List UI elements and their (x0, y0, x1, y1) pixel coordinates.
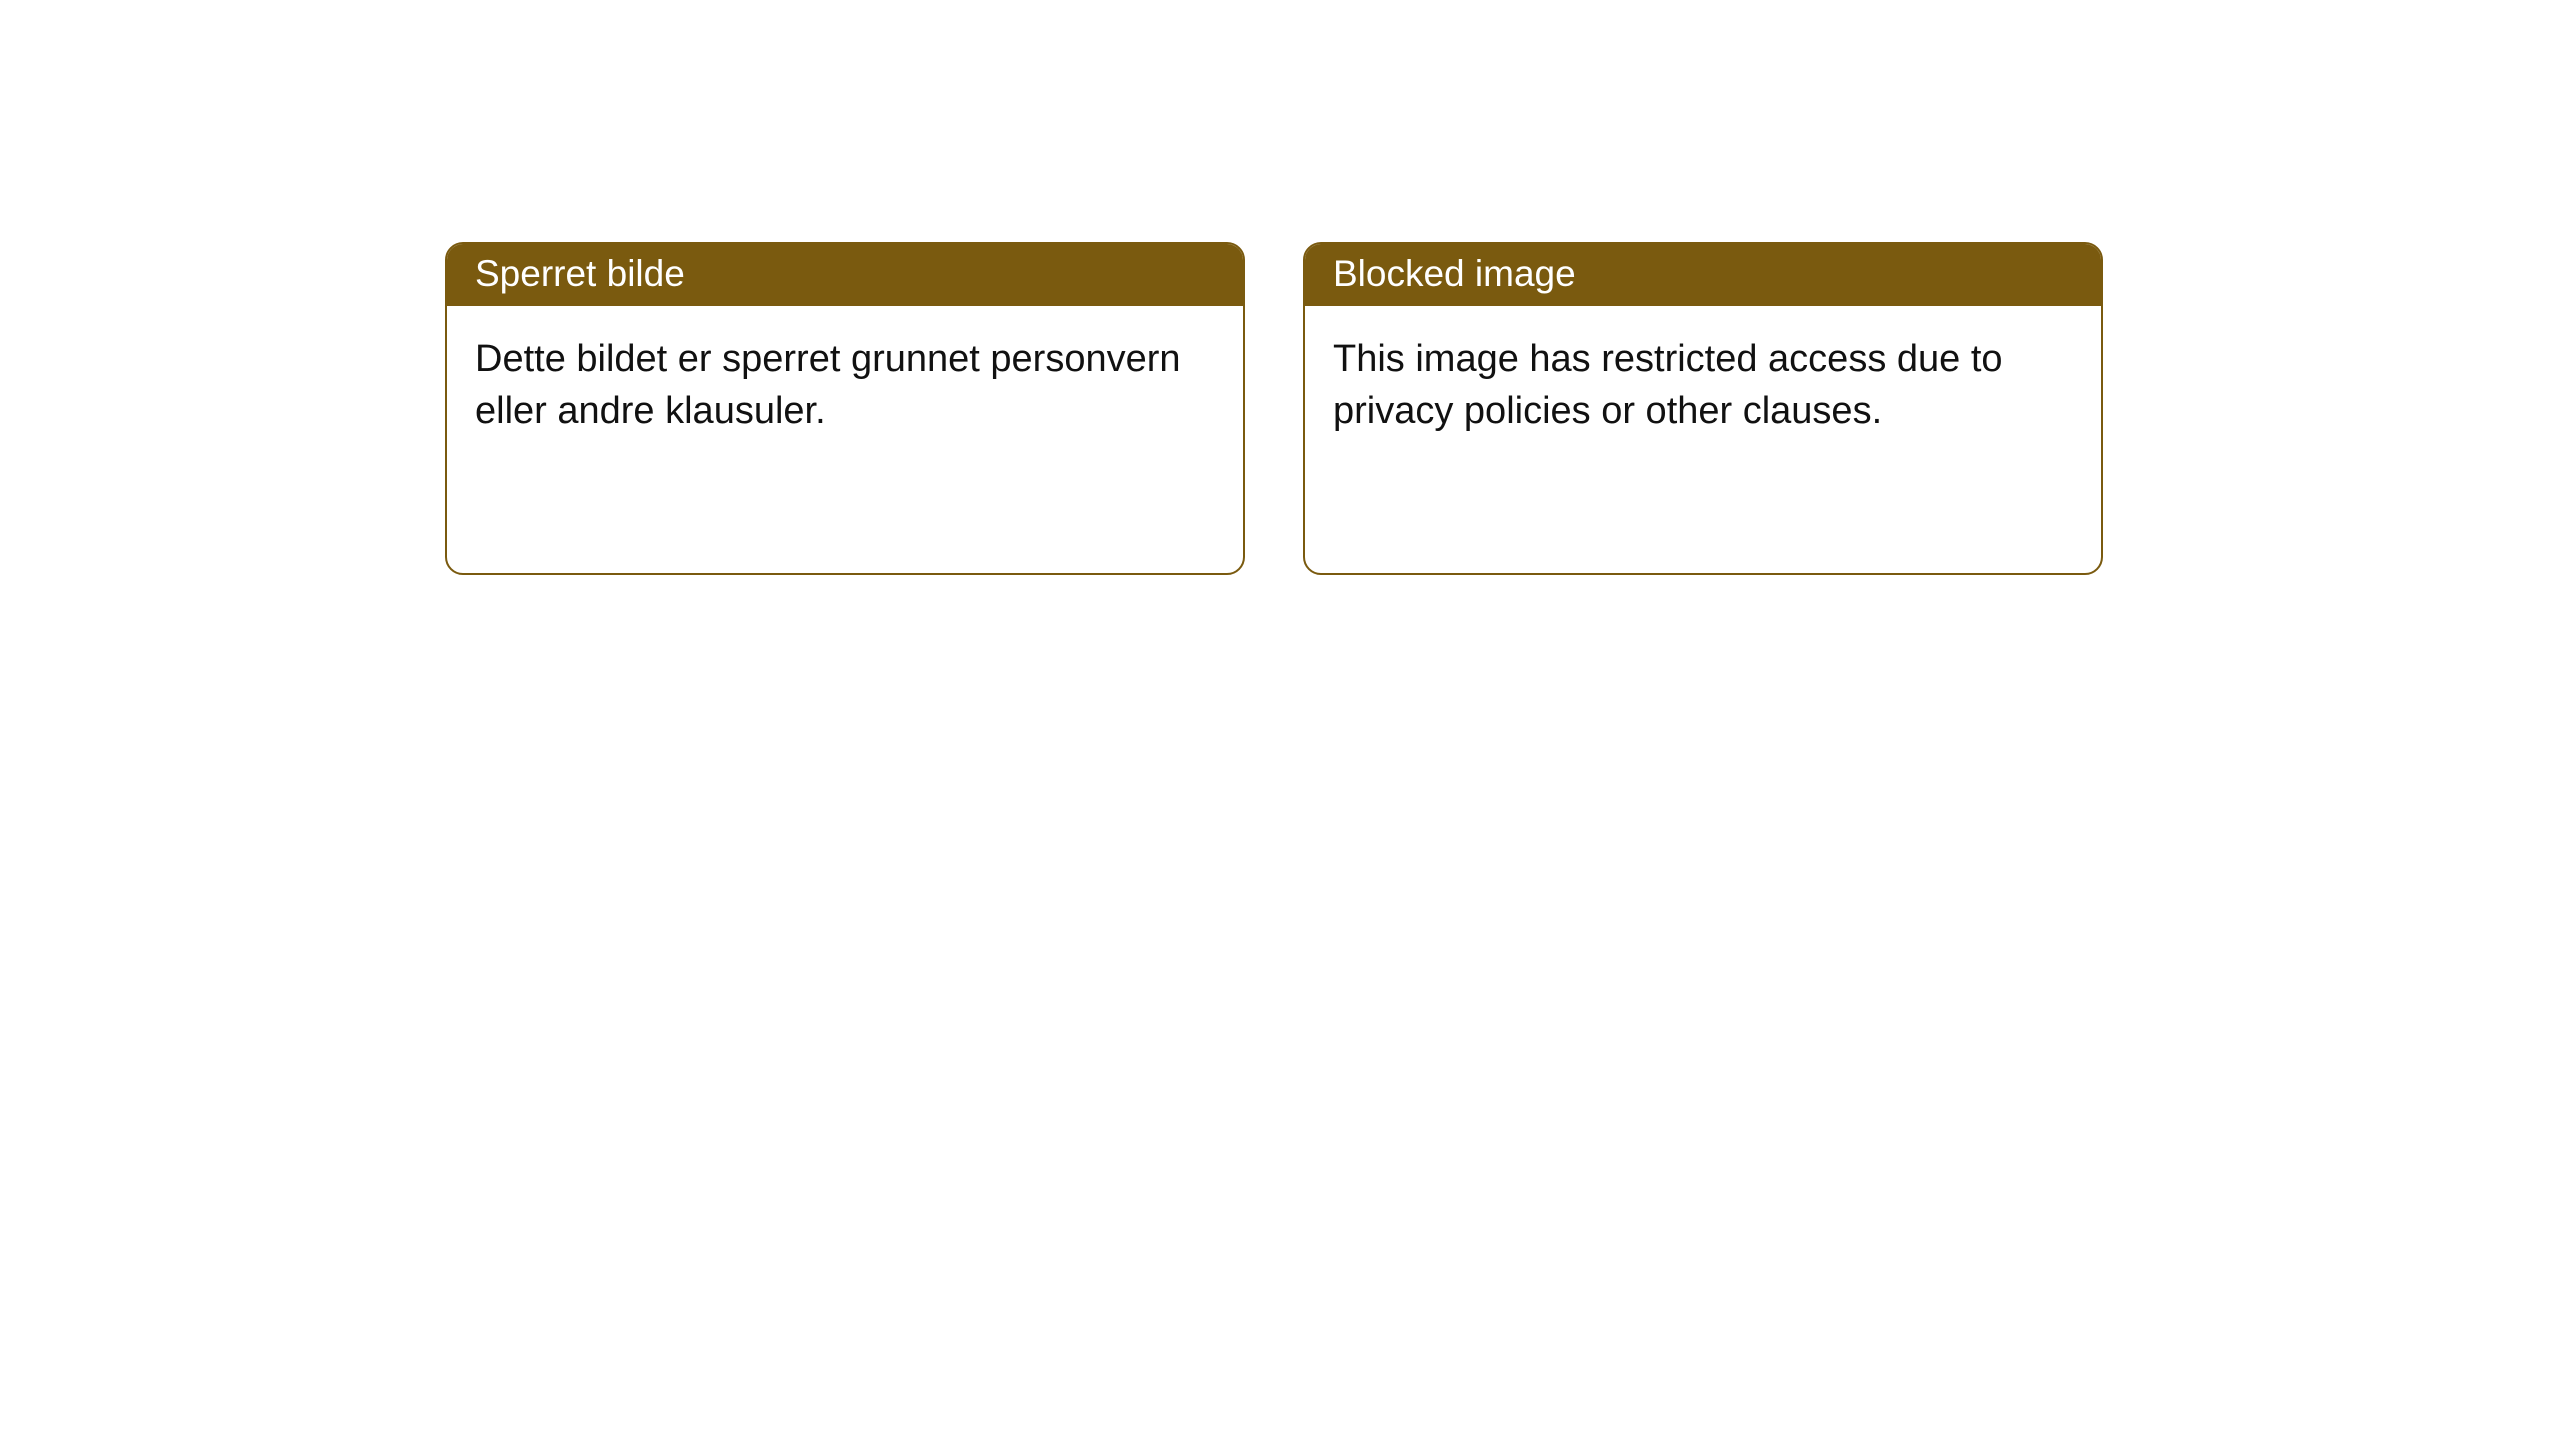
card-header-english: Blocked image (1305, 244, 2101, 306)
card-body-norwegian: Dette bildet er sperret grunnet personve… (447, 306, 1243, 465)
card-header-norwegian: Sperret bilde (447, 244, 1243, 306)
card-body-english: This image has restricted access due to … (1305, 306, 2101, 465)
notice-card-norwegian: Sperret bilde Dette bildet er sperret gr… (445, 242, 1245, 575)
notice-cards-container: Sperret bilde Dette bildet er sperret gr… (445, 242, 2103, 575)
notice-card-english: Blocked image This image has restricted … (1303, 242, 2103, 575)
